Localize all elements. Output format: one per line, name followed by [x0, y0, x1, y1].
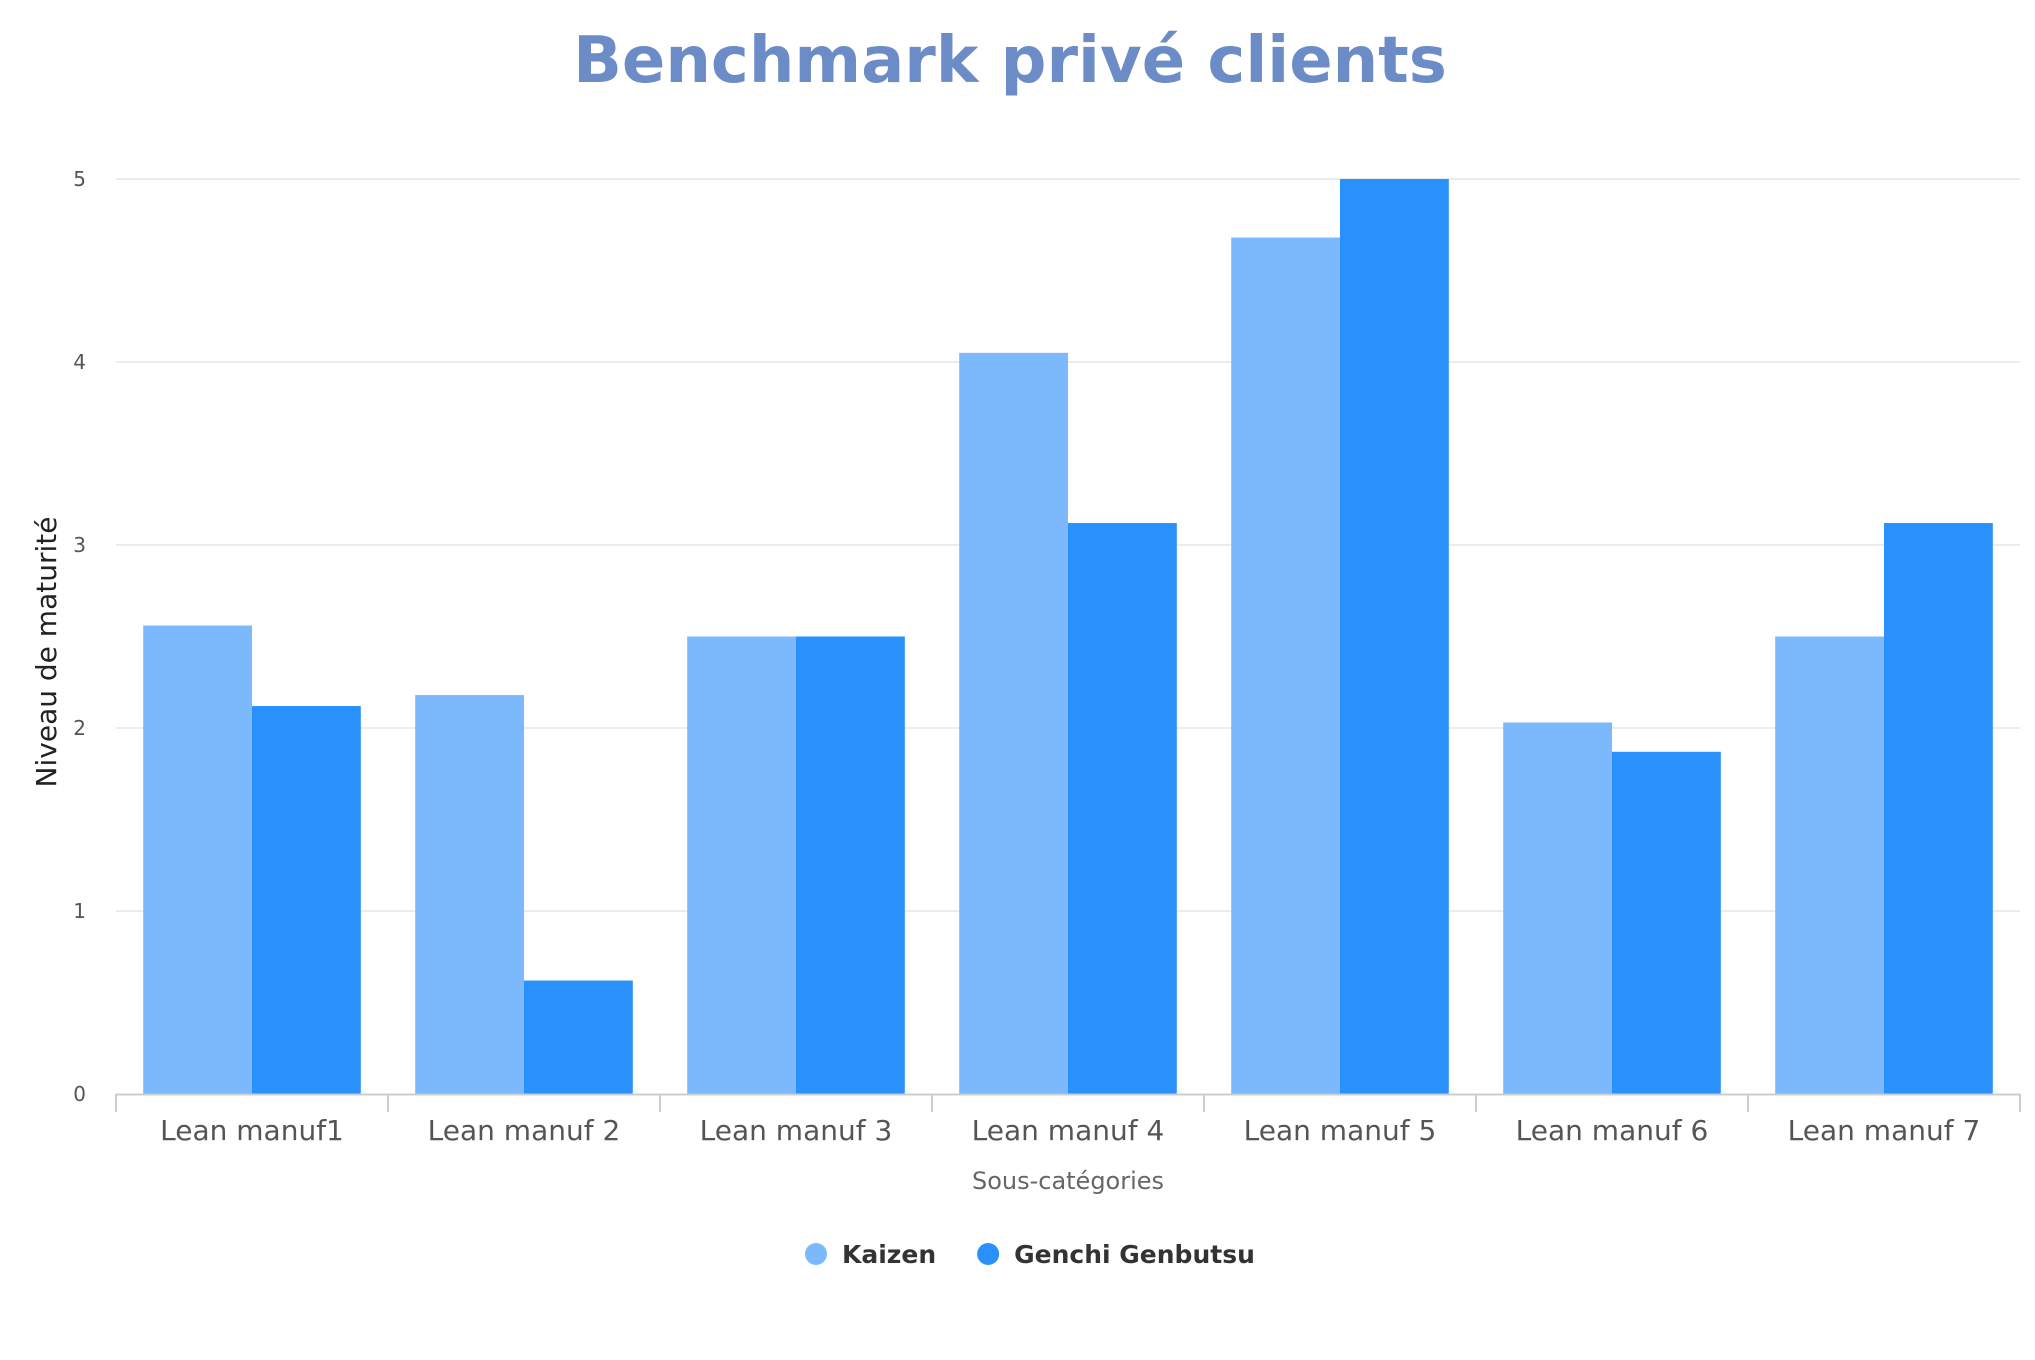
chart-title: Benchmark privé clients — [573, 24, 1447, 98]
x-tick-label: Lean manuf 5 — [1244, 1114, 1437, 1147]
legend-label: Kaizen — [842, 1240, 936, 1269]
legend-item[interactable]: Genchi Genbutsu — [977, 1240, 1255, 1269]
y-tick-label: 3 — [73, 533, 86, 557]
bar[interactable] — [959, 352, 1068, 1095]
bar[interactable] — [1503, 722, 1612, 1094]
bar[interactable] — [1068, 523, 1177, 1094]
x-axis-label: Sous-catégories — [972, 1167, 1164, 1195]
x-tick-label: Lean manuf 3 — [700, 1114, 893, 1147]
x-tick-label: Lean manuf 4 — [972, 1114, 1165, 1147]
bar[interactable] — [252, 706, 361, 1094]
x-tick-label: Lean manuf 7 — [1788, 1114, 1981, 1147]
y-tick-label: 0 — [73, 1082, 86, 1106]
y-tick-label: 5 — [73, 167, 86, 191]
bar[interactable] — [1612, 751, 1721, 1094]
bar[interactable] — [1340, 179, 1449, 1094]
bar[interactable] — [796, 636, 905, 1095]
legend-label: Genchi Genbutsu — [1014, 1240, 1255, 1269]
bar[interactable] — [524, 980, 633, 1094]
bar[interactable] — [1231, 237, 1340, 1094]
legend-item[interactable]: Kaizen — [805, 1240, 936, 1269]
x-tick-label: Lean manuf 2 — [428, 1114, 621, 1147]
legend[interactable]: Kaizen Genchi Genbutsu — [805, 1240, 1255, 1269]
legend-marker — [805, 1243, 827, 1265]
y-tick-label: 4 — [73, 350, 86, 374]
bars — [143, 179, 1993, 1095]
bar[interactable] — [687, 636, 796, 1095]
bar[interactable] — [1775, 636, 1884, 1095]
y-axis-ticks: 0 1 2 3 4 5 — [73, 167, 86, 1106]
bar[interactable] — [1884, 523, 1993, 1094]
bar[interactable] — [143, 625, 252, 1094]
x-tick-label: Lean manuf1 — [160, 1114, 344, 1147]
y-tick-label: 1 — [73, 899, 86, 923]
y-axis-label: Niveau de maturité — [30, 517, 63, 788]
bar[interactable] — [415, 695, 524, 1094]
y-tick-label: 2 — [73, 716, 86, 740]
x-axis: Lean manuf1 Lean manuf 2 Lean manuf 3 Lean … — [115, 1093, 2021, 1147]
x-tick-label: Lean manuf 6 — [1516, 1114, 1709, 1147]
legend-marker — [977, 1243, 1000, 1265]
